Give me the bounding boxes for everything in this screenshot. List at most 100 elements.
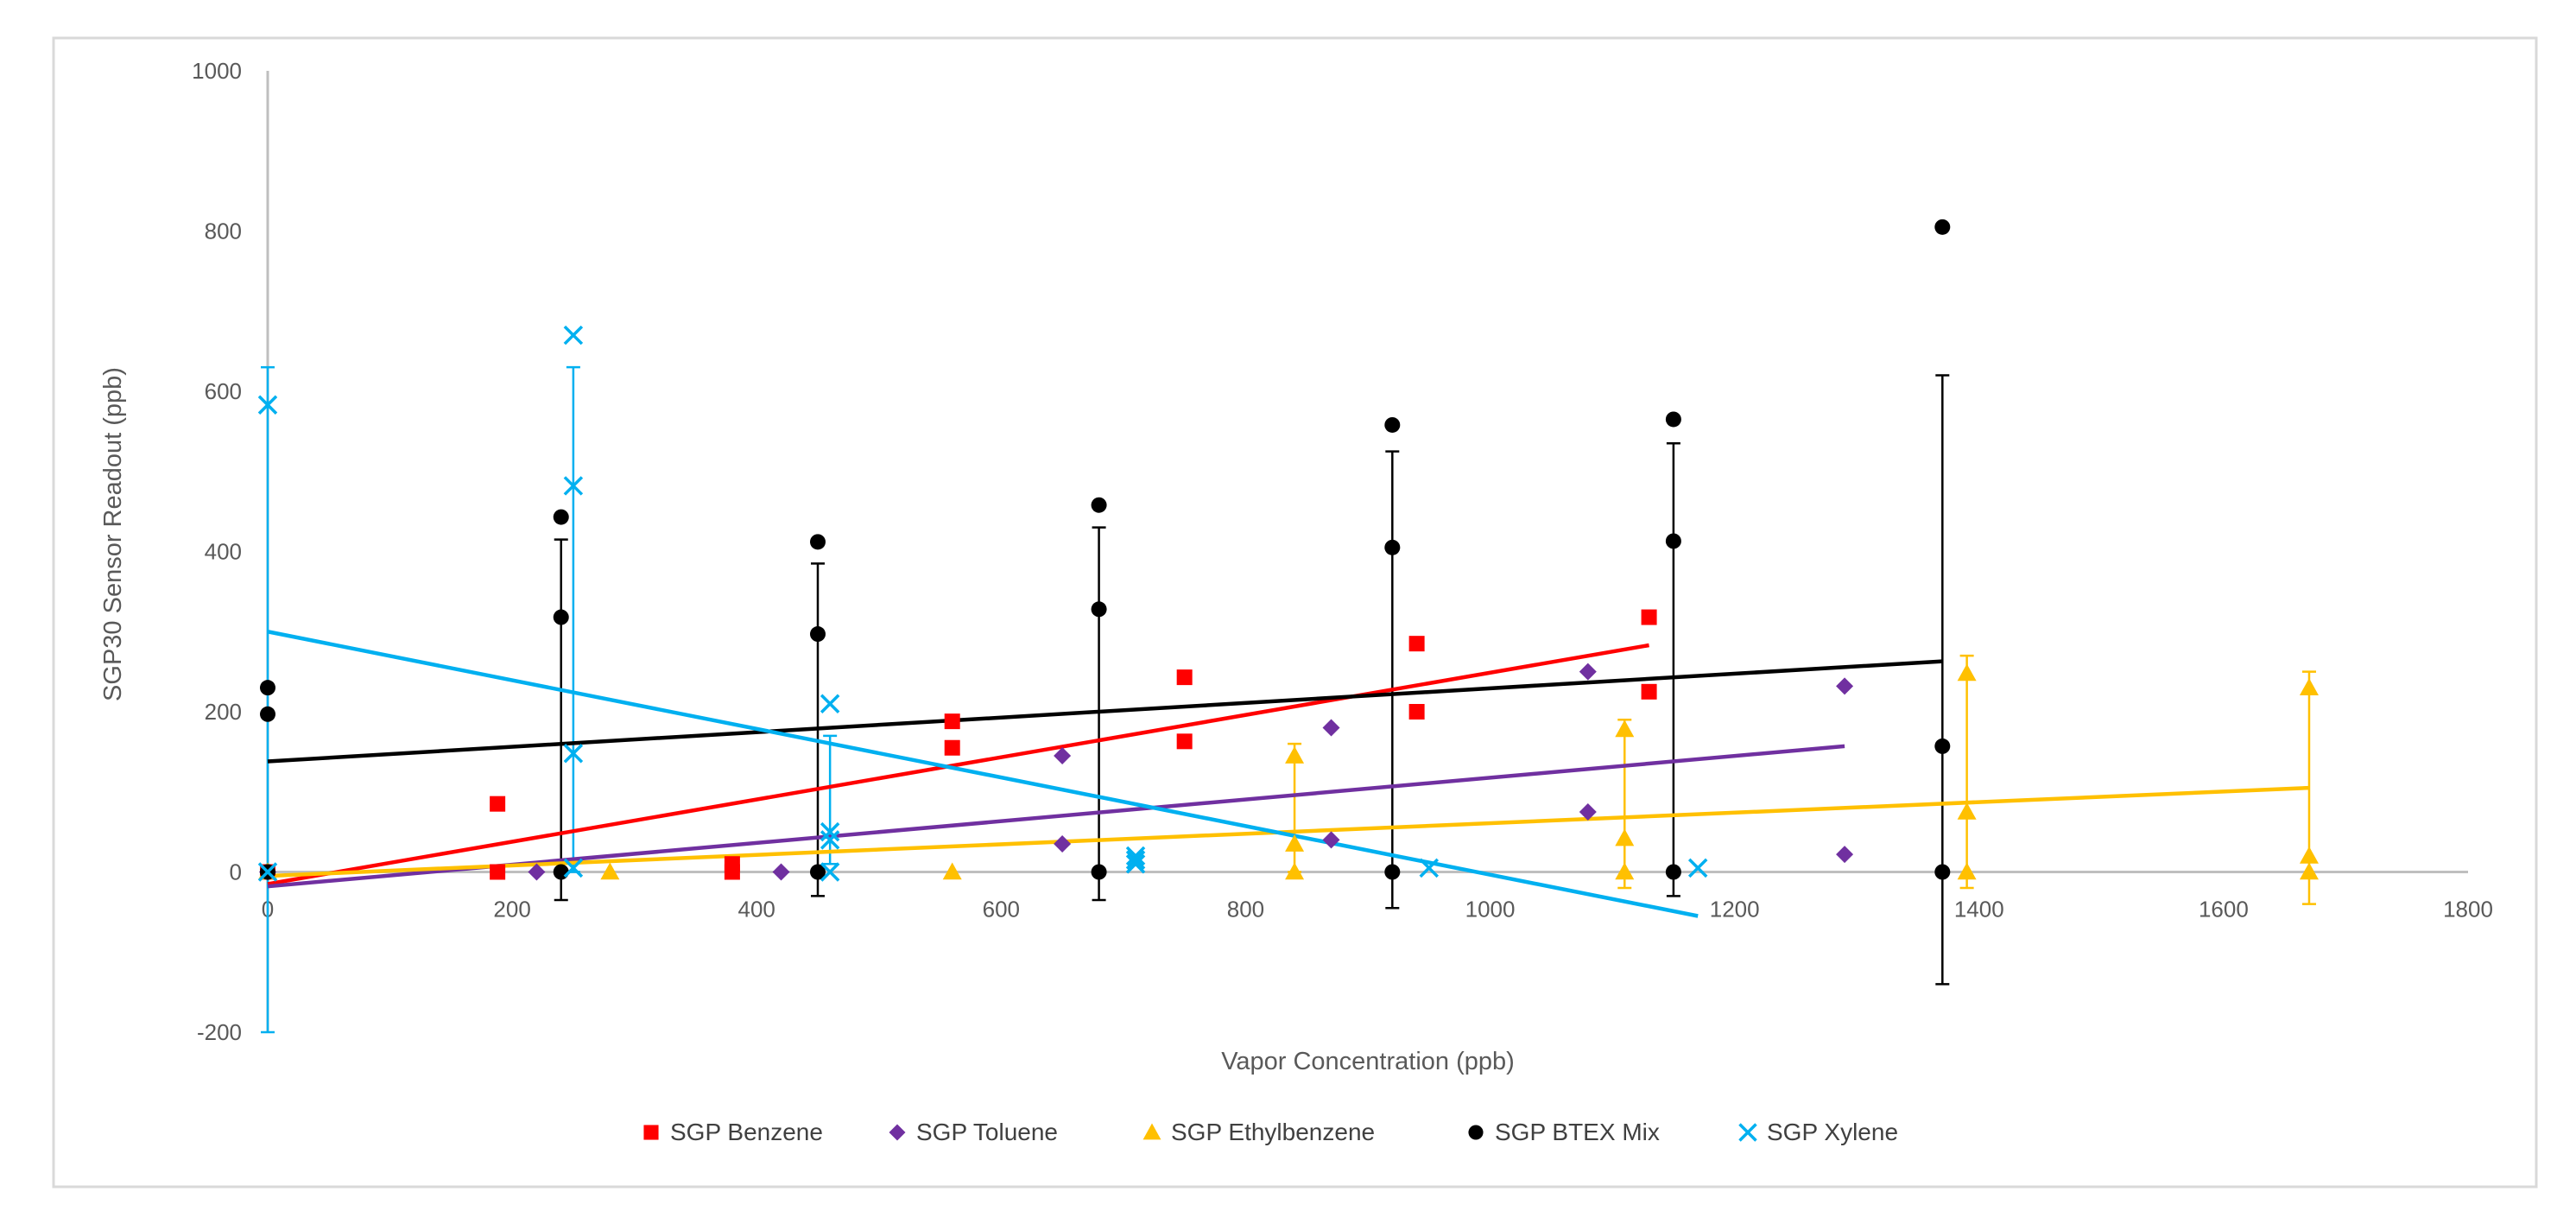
data-point-sgp-btex-mix: [553, 509, 569, 525]
data-point-sgp-benzene: [1641, 609, 1657, 625]
data-point-sgp-xylene: [820, 821, 840, 842]
trendline-sgp-ethylbenzene: [267, 785, 2310, 878]
data-point-sgp-ethylbenzene: [1285, 834, 1305, 852]
data-point-sgp-btex-mix: [1384, 864, 1401, 880]
data-point-sgp-btex-mix: [1665, 411, 1681, 428]
data-point-sgp-btex-mix: [810, 534, 826, 550]
legend-label: SGP Xylene: [1767, 1119, 1898, 1145]
data-point-sgp-xylene: [820, 694, 840, 713]
data-point-sgp-ethylbenzene: [1957, 802, 1977, 820]
data-point-sgp-xylene: [563, 476, 584, 496]
data-point-sgp-ethylbenzene: [1285, 862, 1305, 880]
data-point-sgp-btex-mix: [1665, 533, 1681, 549]
data-point-sgp-toluene: [1322, 719, 1340, 737]
data-point-sgp-xylene: [257, 395, 278, 415]
data-point-sgp-benzene: [1176, 669, 1193, 686]
data-point-sgp-benzene: [490, 864, 506, 880]
y-tick-label: 200: [205, 699, 242, 725]
data-point-sgp-btex-mix: [1934, 864, 1951, 880]
data-point-sgp-ethylbenzene: [1615, 828, 1635, 846]
trendlines: [267, 630, 2310, 918]
x-tick-label: 1000: [1465, 897, 1516, 922]
trendline-sgp-benzene: [267, 643, 1649, 886]
legend-marker: [1738, 1123, 1757, 1142]
data-point-sgp-xylene: [820, 830, 840, 850]
data-point-sgp-btex-mix: [1934, 219, 1951, 235]
x-tick-label: 800: [1227, 897, 1264, 922]
data-point-sgp-xylene: [1125, 853, 1146, 874]
legend: SGP Benzene SGP Toluene SGP Ethylbenzene SG…: [643, 1119, 1898, 1145]
y-axis-title: SGP30 Sensor Readout (ppb): [99, 367, 127, 701]
data-point-sgp-ethylbenzene: [942, 862, 962, 880]
data-point-sgp-btex-mix: [553, 864, 569, 880]
error-bars: [261, 365, 2316, 1034]
data-point-sgp-btex-mix: [1665, 864, 1681, 880]
data-point-sgp-ethylbenzene: [2299, 678, 2319, 695]
data-point-sgp-xylene: [563, 743, 584, 764]
legend-label: SGP Ethylbenzene: [1171, 1119, 1375, 1145]
data-point-sgp-benzene: [1176, 733, 1193, 750]
y-tick-label: 400: [205, 539, 242, 565]
data-point-sgp-xylene: [1125, 850, 1146, 870]
legend-item-sgp-ethylbenzene: SGP Ethylbenzene: [1142, 1119, 1375, 1145]
data-point-sgp-btex-mix: [810, 626, 826, 643]
y-tick-label: 800: [205, 219, 242, 244]
data-point-sgp-btex-mix: [260, 706, 275, 722]
legend-item-sgp-benzene: SGP Benzene: [643, 1119, 823, 1145]
x-tick-label: 1200: [1710, 897, 1760, 922]
legend-item-sgp-btex-mix: SGP BTEX Mix: [1468, 1119, 1660, 1145]
data-point-sgp-toluene: [1836, 677, 1854, 695]
data-point-sgp-ethylbenzene: [1615, 720, 1635, 738]
legend-marker: [643, 1125, 659, 1140]
data-point-sgp-btex-mix: [260, 680, 275, 696]
data-point-sgp-ethylbenzene: [600, 862, 620, 880]
data-point-sgp-xylene: [257, 862, 278, 882]
data-point-sgp-toluene: [1054, 747, 1072, 765]
data-point-sgp-benzene: [944, 739, 960, 756]
data-point-sgp-toluene: [1054, 835, 1072, 853]
legend-label: SGP BTEX Mix: [1495, 1119, 1660, 1145]
data-point-sgp-benzene: [490, 796, 506, 812]
data-point-sgp-benzene: [724, 864, 740, 880]
trendline-sgp-xylene: [267, 630, 1699, 918]
data-point-sgp-ethylbenzene: [1957, 862, 1977, 880]
y-tick-label: 0: [230, 859, 242, 885]
legend-marker: [889, 1124, 906, 1141]
x-axis-title: Vapor Concentration (ppb): [1221, 1048, 1515, 1075]
data-point-sgp-xylene: [563, 325, 584, 346]
data-point-sgp-xylene: [1687, 858, 1708, 878]
data-point-sgp-benzene: [1408, 636, 1425, 652]
legend-item-sgp-xylene: SGP Xylene: [1738, 1119, 1898, 1145]
axes: -200020040060080010000200400600800100012…: [99, 58, 2493, 1075]
data-point-sgp-xylene: [820, 862, 840, 882]
legend-label: SGP Benzene: [670, 1119, 823, 1145]
data-point-sgp-toluene: [1579, 802, 1597, 821]
x-tick-label: 200: [493, 897, 530, 922]
legend-item-sgp-toluene: SGP Toluene: [889, 1119, 1058, 1145]
data-point-sgp-toluene: [1836, 846, 1854, 864]
data-point-sgp-btex-mix: [810, 864, 826, 880]
data-point-sgp-benzene: [1408, 704, 1425, 720]
data-point-sgp-btex-mix: [1091, 601, 1107, 618]
data-point-sgp-btex-mix: [1384, 539, 1401, 555]
trendline-sgp-btex-mix: [267, 659, 1943, 764]
chart-border: [52, 36, 2538, 1189]
data-point-sgp-ethylbenzene: [1285, 746, 1305, 764]
data-point-sgp-toluene: [1322, 831, 1340, 849]
legend-label: SGP Toluene: [916, 1119, 1058, 1145]
x-tick-label: 1600: [2199, 897, 2249, 922]
data-point-sgp-btex-mix: [1091, 497, 1107, 513]
x-tick-label: 600: [983, 897, 1020, 922]
legend-marker: [1142, 1123, 1161, 1140]
data-point-sgp-ethylbenzene: [1615, 862, 1635, 880]
data-points: [257, 219, 2319, 882]
data-point-sgp-btex-mix: [553, 609, 569, 625]
data-point-sgp-btex-mix: [1934, 738, 1951, 754]
x-tick-label: 1400: [1954, 897, 2004, 922]
data-point-sgp-xylene: [563, 858, 584, 878]
data-point-sgp-ethylbenzene: [1957, 663, 1977, 682]
data-point-sgp-toluene: [772, 863, 790, 881]
